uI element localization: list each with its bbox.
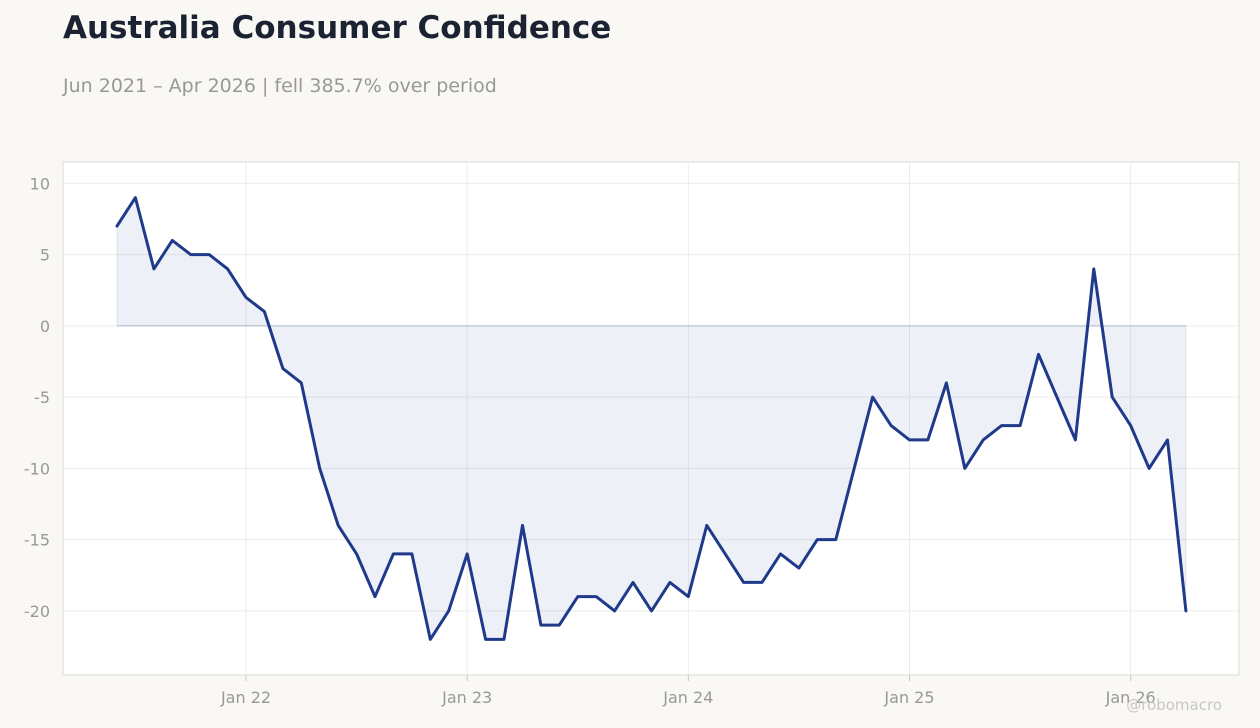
data-point bbox=[263, 310, 266, 313]
data-point bbox=[374, 595, 377, 598]
data-point bbox=[281, 367, 284, 370]
data-point bbox=[447, 609, 450, 612]
data-point bbox=[963, 467, 966, 470]
data-point bbox=[466, 552, 469, 555]
x-axis-ticks: Jan 22 Jan 23 Jan 24 Jan 25 Jan 26 bbox=[220, 675, 1156, 707]
data-point bbox=[300, 381, 303, 384]
data-point bbox=[890, 424, 893, 427]
data-point bbox=[1074, 438, 1077, 441]
data-point bbox=[834, 538, 837, 541]
data-point bbox=[226, 267, 229, 270]
data-point bbox=[1166, 438, 1169, 441]
data-point bbox=[853, 467, 856, 470]
x-tick-label: Jan 26 bbox=[1105, 688, 1156, 707]
data-point bbox=[171, 239, 174, 242]
y-tick-label: -10 bbox=[24, 459, 50, 478]
data-point bbox=[871, 396, 874, 399]
y-tick-label: 0 bbox=[40, 317, 50, 336]
data-point bbox=[1129, 424, 1132, 427]
data-point bbox=[1184, 609, 1187, 612]
data-point bbox=[816, 538, 819, 541]
data-point bbox=[318, 467, 321, 470]
y-tick-label: -20 bbox=[24, 602, 50, 621]
data-point bbox=[705, 524, 708, 527]
data-point bbox=[613, 609, 616, 612]
data-point bbox=[539, 624, 542, 627]
data-point bbox=[724, 552, 727, 555]
y-tick-label: 5 bbox=[40, 246, 50, 265]
y-axis-ticks: 10 5 0 -5 -10 -15 -20 bbox=[24, 174, 50, 621]
x-tick-label: Jan 22 bbox=[220, 688, 271, 707]
data-point bbox=[742, 581, 745, 584]
data-point bbox=[650, 609, 653, 612]
data-point bbox=[687, 595, 690, 598]
data-point bbox=[576, 595, 579, 598]
data-point bbox=[632, 581, 635, 584]
data-point bbox=[1000, 424, 1003, 427]
data-point bbox=[779, 552, 782, 555]
data-point bbox=[668, 581, 671, 584]
y-tick-label: -15 bbox=[24, 531, 50, 550]
x-tick-label: Jan 24 bbox=[662, 688, 713, 707]
data-point bbox=[945, 381, 948, 384]
data-point bbox=[503, 638, 506, 641]
data-point bbox=[982, 438, 985, 441]
data-point bbox=[152, 267, 155, 270]
series-line bbox=[115, 196, 1188, 641]
data-point bbox=[908, 438, 911, 441]
y-tick-label: -5 bbox=[34, 388, 50, 407]
data-point bbox=[116, 225, 119, 228]
data-point bbox=[521, 524, 524, 527]
data-point bbox=[558, 624, 561, 627]
data-point bbox=[1148, 467, 1151, 470]
data-point bbox=[1092, 267, 1095, 270]
x-tick-label: Jan 23 bbox=[441, 688, 492, 707]
data-point bbox=[1055, 396, 1058, 399]
data-point bbox=[797, 567, 800, 570]
data-point bbox=[484, 638, 487, 641]
data-point bbox=[761, 581, 764, 584]
data-point bbox=[429, 638, 432, 641]
grid-lines bbox=[63, 162, 1239, 675]
data-point bbox=[189, 253, 192, 256]
watermark: @robomacro bbox=[1126, 696, 1222, 714]
data-point bbox=[337, 524, 340, 527]
chart-subtitle: Jun 2021 – Apr 2026 | fell 385.7% over p… bbox=[63, 75, 497, 97]
data-point bbox=[1037, 353, 1040, 356]
plot-area bbox=[62, 161, 1240, 676]
data-point bbox=[1019, 424, 1022, 427]
data-point bbox=[410, 552, 413, 555]
data-point bbox=[1111, 396, 1114, 399]
data-point bbox=[208, 253, 211, 256]
data-point bbox=[134, 196, 137, 199]
data-point bbox=[926, 438, 929, 441]
data-point bbox=[595, 595, 598, 598]
data-point bbox=[355, 552, 358, 555]
x-tick-label: Jan 25 bbox=[883, 688, 934, 707]
chart-title: Australia Consumer Confidence bbox=[63, 10, 612, 46]
data-point bbox=[392, 552, 395, 555]
data-point bbox=[245, 296, 248, 299]
y-tick-label: 10 bbox=[30, 174, 50, 193]
